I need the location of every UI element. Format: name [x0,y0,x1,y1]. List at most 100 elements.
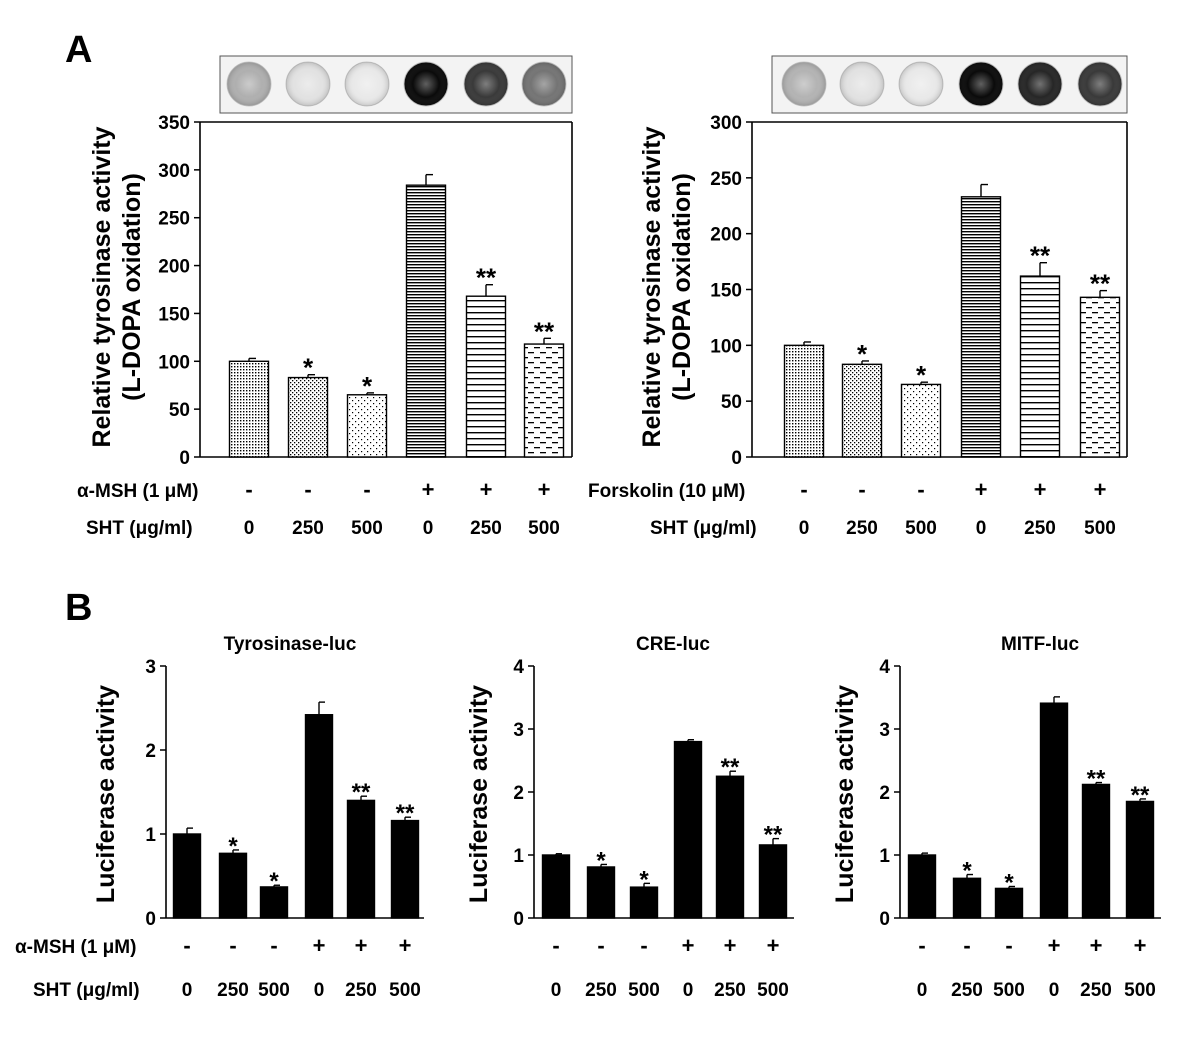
sht-dose: 0 [917,980,928,1001]
y-tick-label: 1 [879,846,890,867]
well-row-msh [226,61,567,107]
y-tick-label: 200 [710,225,742,246]
bar [1125,800,1155,919]
row-label-msh-b: α-MSH (1 μM) [15,937,136,958]
bar [218,852,248,919]
y-tick-label: 3 [145,657,156,678]
stimulant-sign: - [183,933,190,958]
bar [405,184,447,458]
stimulant-sign: + [399,933,412,958]
bar [715,775,745,919]
bar [952,877,982,919]
sht-dose: 0 [683,980,694,1001]
sht-dose: 250 [345,980,377,1001]
bar [172,833,202,919]
sht-dose: 500 [993,980,1025,1001]
y-tick-label: 3 [513,720,524,741]
y-tick-label: 4 [879,657,890,678]
well-shading [286,62,330,106]
stimulant-sign: - [918,933,925,958]
stimulant-sign: + [1034,477,1047,502]
sht-dose: 500 [905,518,937,539]
well-shading [522,62,566,106]
y-tick-label: 250 [158,209,190,230]
sht-dose: 250 [951,980,983,1001]
stimulant-sign: - [304,477,311,502]
bar [994,887,1024,919]
row-label-forskolin-a: Forskolin (10 μM) [588,481,745,502]
bar [900,383,942,458]
stimulant-sign: - [363,477,370,502]
y-tick-label: 3 [879,720,890,741]
y-tick-label: 300 [710,113,742,134]
row-label-sht-b: SHT (μg/ml) [33,980,140,1001]
sht-dose: 500 [628,980,660,1001]
significance-marker: ** [534,316,555,346]
stimulant-sign: - [963,933,970,958]
stimulant-sign: - [917,477,924,502]
sht-dose: 250 [585,980,617,1001]
sht-dose: 250 [470,518,502,539]
significance-marker: ** [1087,766,1106,793]
chart-title: CRE-luc [636,634,710,655]
y-axis-label: Luciferase activity [831,685,859,903]
y-tick-label: 1 [513,846,524,867]
well-row-forskolin [781,61,1123,107]
significance-marker: * [269,868,279,895]
y-axis-label-line1: Relative tyrosinase activity [88,126,116,447]
stimulant-sign: + [313,933,326,958]
y-tick-label: 50 [721,392,742,413]
well-shading [1078,62,1122,106]
row-label-sht-a-right: SHT (μg/ml) [650,518,757,539]
well-shading [227,62,271,106]
condition-values-a-right: - 0 - 250 - 500 +0 +250 +500 [799,477,1116,539]
y-tick-label: 150 [710,281,742,302]
y-tick-label: 350 [158,113,190,134]
significance-marker: * [303,353,314,383]
bar [960,196,1002,458]
well-strip-forskolin [771,55,1128,114]
significance-marker: * [857,339,868,369]
stimulant-sign: + [538,477,551,502]
sht-dose: 500 [1084,518,1116,539]
bar [758,844,788,919]
y-axis-label-line2: (L-DOPA oxidation) [118,173,146,401]
significance-marker: ** [764,822,783,849]
row-label-sht-a: SHT (μg/ml) [86,518,193,539]
stimulant-sign: + [1090,933,1103,958]
significance-marker: * [596,847,606,874]
condition-values-b-cre: - 0 - 250 - 500 +0 +250 +500 [551,933,789,1001]
bar [629,886,659,919]
y-tick-label: 200 [158,257,190,278]
sht-dose: 0 [182,980,193,1001]
bar [346,799,376,919]
well-shading [464,62,508,106]
sht-dose: 250 [846,518,878,539]
significance-marker: * [362,371,373,401]
well-shading [959,62,1003,106]
stimulant-sign: - [1005,933,1012,958]
well-strip-msh [219,55,573,114]
bar [1081,783,1111,919]
sht-dose: 250 [1024,518,1056,539]
stimulant-sign: - [800,477,807,502]
stimulant-sign: + [682,933,695,958]
stimulant-sign: + [355,933,368,958]
significance-marker: * [962,858,972,885]
bar [1079,296,1121,458]
significance-marker: * [1004,870,1014,897]
bar [541,854,571,919]
bar [673,740,703,919]
y-tick-label: 0 [179,448,190,469]
y-axis-label: Luciferase activity [92,685,120,903]
y-tick-label: 2 [879,783,890,804]
sht-dose: 500 [1124,980,1156,1001]
stimulant-sign: + [422,477,435,502]
sht-dose: 0 [244,518,255,539]
significance-marker: * [639,866,649,893]
